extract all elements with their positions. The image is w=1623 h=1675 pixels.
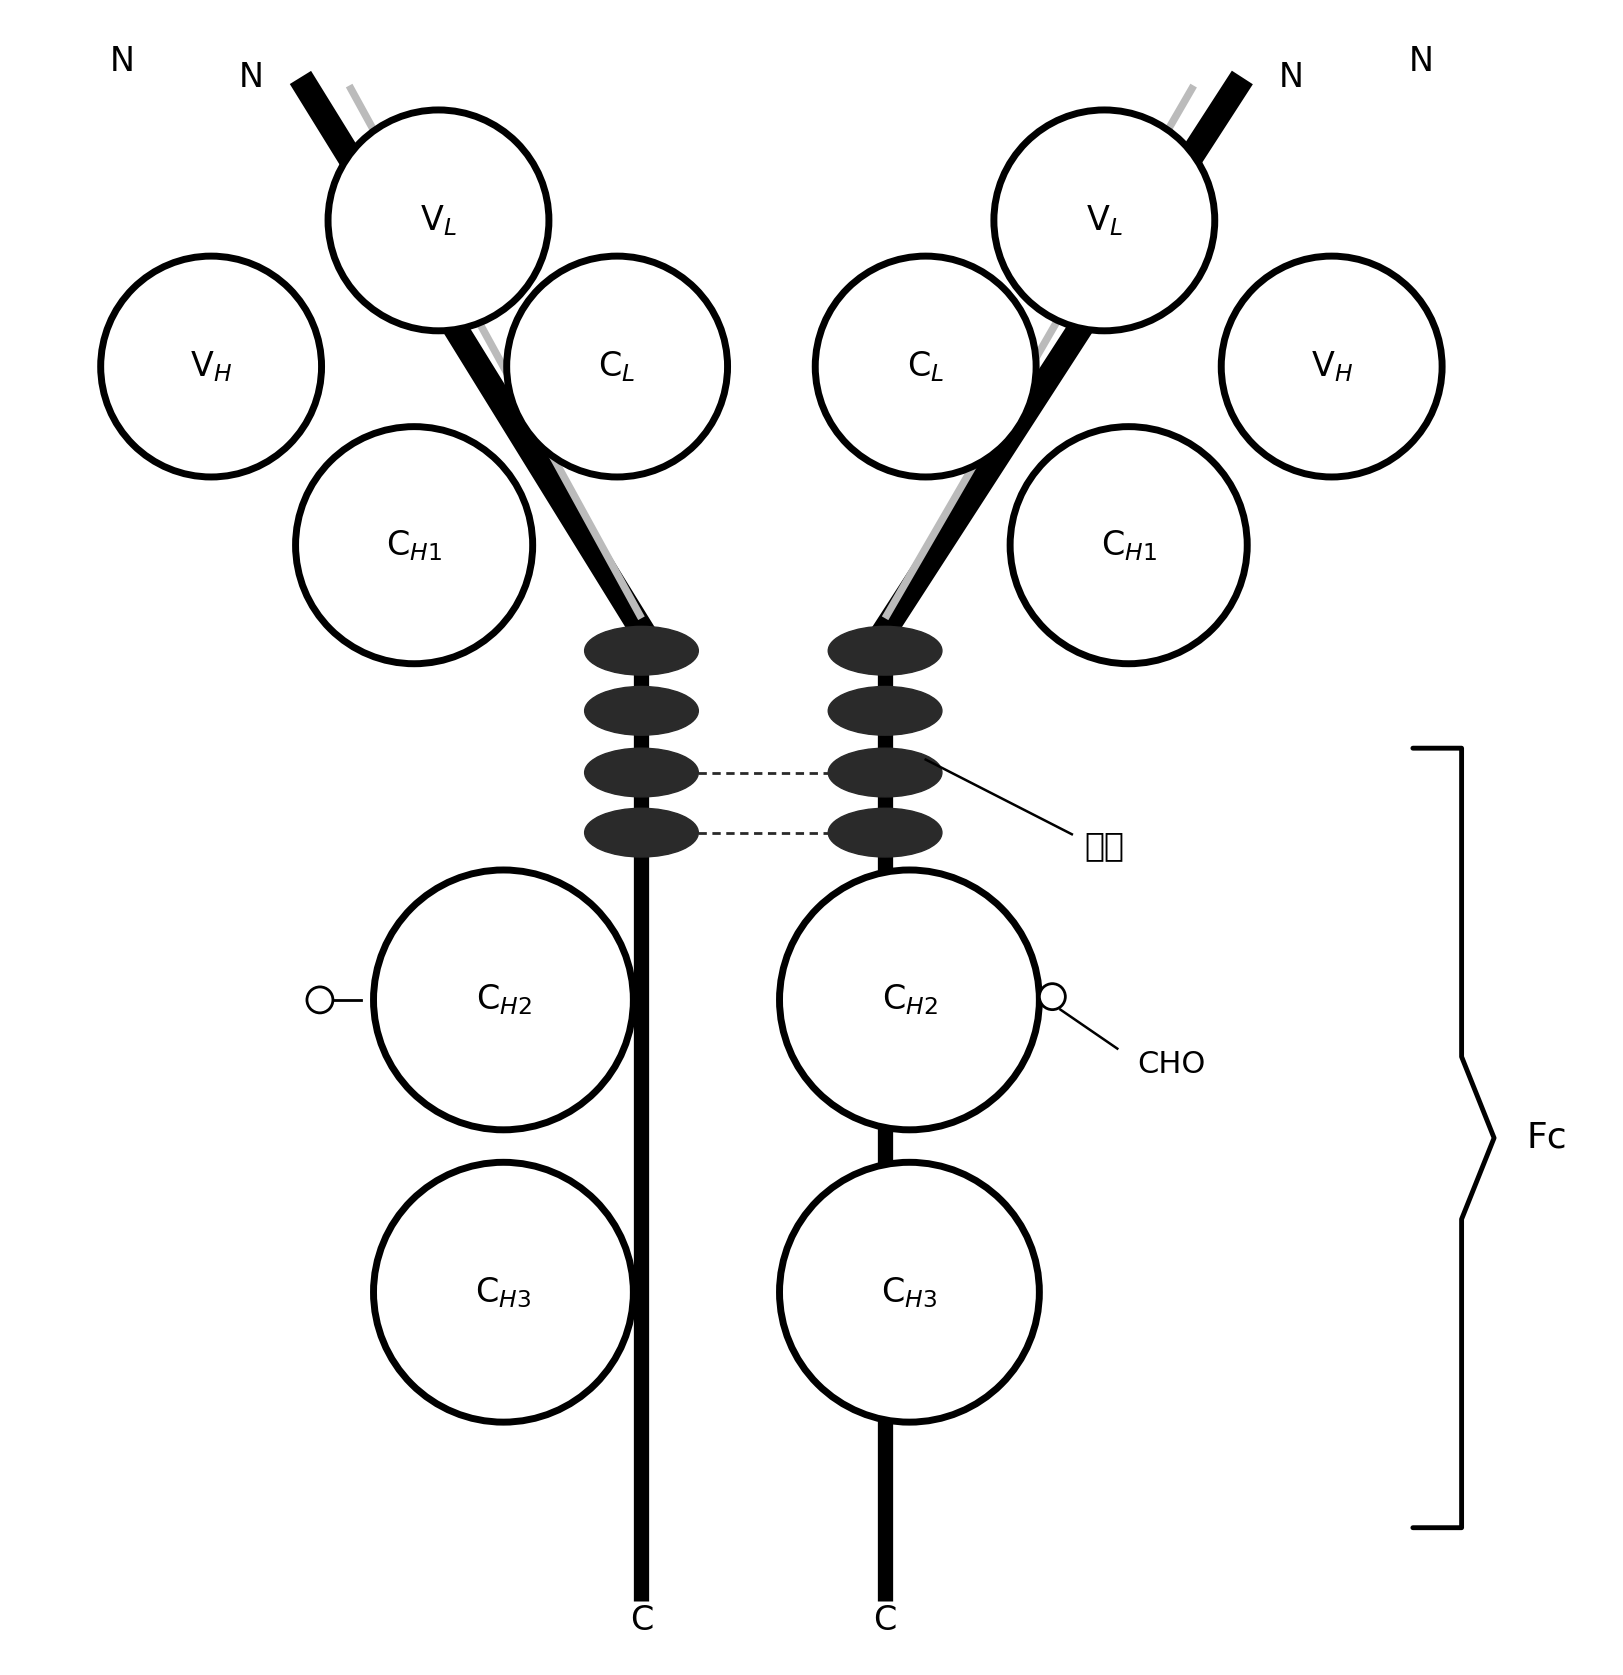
Circle shape [373,1162,633,1422]
Text: V$_H$: V$_H$ [190,348,232,384]
Circle shape [815,256,1035,477]
Ellipse shape [828,749,941,797]
Ellipse shape [584,809,698,858]
Ellipse shape [584,626,698,675]
Circle shape [1010,427,1246,663]
Text: V$_H$: V$_H$ [1310,348,1352,384]
Text: 铰链: 铰链 [1084,829,1125,863]
Text: C$_L$: C$_L$ [907,348,943,384]
Text: C: C [630,1603,652,1636]
Circle shape [328,111,549,330]
Ellipse shape [584,687,698,735]
Circle shape [779,869,1039,1131]
Circle shape [779,1162,1039,1422]
Text: V$_L$: V$_L$ [420,203,456,238]
Text: C$_{H2}$: C$_{H2}$ [881,983,936,1017]
Text: C$_{H1}$: C$_{H1}$ [386,528,441,563]
Text: Fc: Fc [1526,1121,1566,1156]
Text: C$_L$: C$_L$ [599,348,635,384]
Ellipse shape [584,749,698,797]
Text: C$_{H3}$: C$_{H3}$ [881,1275,936,1310]
Text: N: N [1407,45,1433,77]
Text: N: N [1277,60,1303,94]
Text: C: C [873,1603,896,1636]
Circle shape [373,869,633,1131]
Text: N: N [239,60,265,94]
Ellipse shape [828,687,941,735]
Circle shape [295,427,532,663]
Circle shape [1220,256,1441,477]
Ellipse shape [828,809,941,858]
Ellipse shape [828,626,941,675]
Circle shape [307,987,333,1013]
Text: N: N [109,45,135,77]
Text: C$_{H1}$: C$_{H1}$ [1100,528,1156,563]
Circle shape [506,256,727,477]
Circle shape [101,256,321,477]
Text: C$_{H3}$: C$_{H3}$ [476,1275,531,1310]
Text: CHO: CHO [1136,1050,1204,1079]
Circle shape [1039,983,1065,1010]
Text: C$_{H2}$: C$_{H2}$ [476,983,531,1017]
Circle shape [993,111,1214,330]
Text: V$_L$: V$_L$ [1086,203,1121,238]
